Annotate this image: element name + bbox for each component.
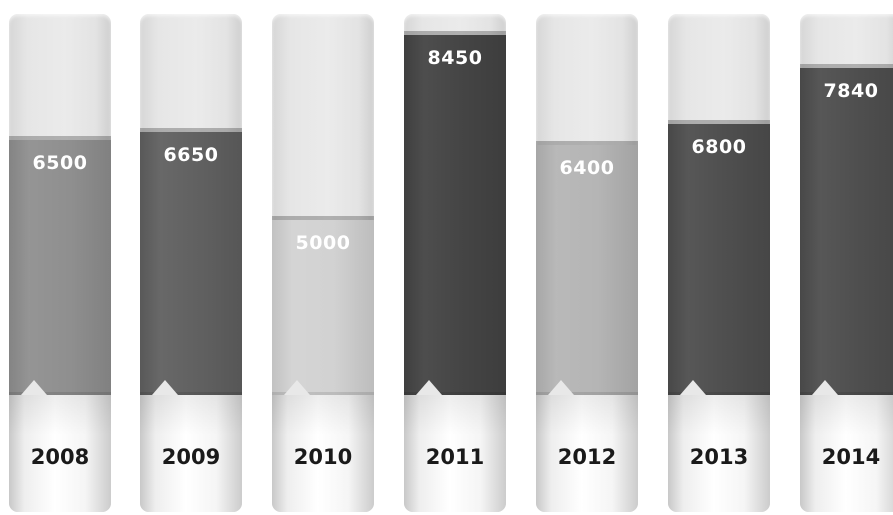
bar-shading <box>800 68 893 395</box>
category-label: 2014 <box>821 445 881 469</box>
bar-top-edge <box>140 127 242 132</box>
bar: 5000 <box>272 216 374 395</box>
bar-top-edge <box>800 64 893 69</box>
bar: 8450 <box>404 31 506 395</box>
bar-top-edge <box>404 31 506 36</box>
bar-base: 2009 <box>140 380 242 512</box>
bar-value-label: 6800 <box>691 135 747 158</box>
bar-column: 6800 2013 <box>668 14 770 512</box>
bar-base: 2014 <box>800 380 893 512</box>
category-label: 2013 <box>689 445 749 469</box>
bar-shading <box>536 145 638 395</box>
bar-value-label: 5000 <box>295 232 351 255</box>
bar-column: 6650 2009 <box>140 14 242 512</box>
bar-base: 2012 <box>536 380 638 512</box>
pointer-notch-icon <box>284 380 310 395</box>
bar-base: 2010 <box>272 380 374 512</box>
pointer-notch-icon <box>812 380 838 395</box>
pointer-notch-icon <box>548 380 574 395</box>
bar-column: 8450 2011 <box>404 14 506 512</box>
bar-base: 2008 <box>9 380 111 512</box>
bar-value-label: 6650 <box>163 143 219 166</box>
bar: 7840 <box>800 64 893 395</box>
bar-shading <box>404 35 506 395</box>
bar-column: 6400 2012 <box>536 14 638 512</box>
pointer-notch-icon <box>680 380 706 395</box>
bar-value-label: 7840 <box>823 80 879 103</box>
pointer-notch-icon <box>21 380 47 395</box>
pointer-notch-icon <box>152 380 178 395</box>
bar-top-edge <box>536 141 638 146</box>
bar-value-label: 8450 <box>427 47 483 70</box>
category-label: 2012 <box>557 445 617 469</box>
bar: 6800 <box>668 119 770 395</box>
category-label: 2010 <box>293 445 353 469</box>
bar: 6500 <box>9 135 111 395</box>
bar-value-label: 6400 <box>559 157 615 180</box>
bar-shading <box>140 131 242 395</box>
category-label: 2008 <box>30 445 90 469</box>
bar-top-edge <box>272 216 374 221</box>
category-label: 2011 <box>425 445 485 469</box>
bar-top-edge <box>668 119 770 124</box>
bar-shading <box>668 123 770 395</box>
category-label: 2009 <box>161 445 221 469</box>
bar-base: 2013 <box>668 380 770 512</box>
pointer-notch-icon <box>416 380 442 395</box>
bar-top-edge <box>9 135 111 140</box>
bar-shading <box>9 139 111 395</box>
bar-column: 5000 2010 <box>272 14 374 512</box>
bar-value-label: 6500 <box>32 151 88 174</box>
bar: 6400 <box>536 141 638 395</box>
bar: 6650 <box>140 127 242 395</box>
bar-column: 6500 2008 <box>9 14 111 512</box>
bar-column: 7840 2014 <box>800 14 893 512</box>
bar-base: 2011 <box>404 380 506 512</box>
